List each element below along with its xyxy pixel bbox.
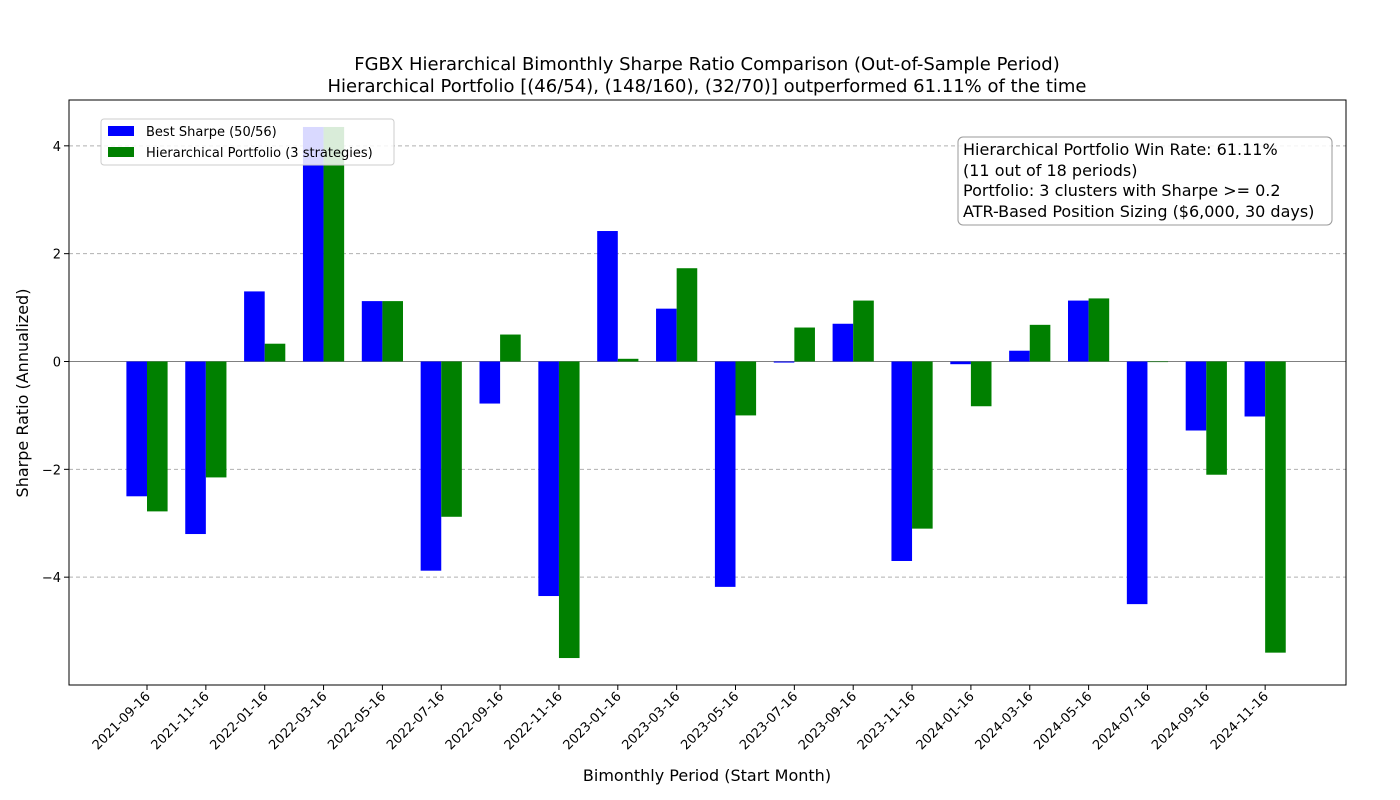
- x-tick-label: 2022-09-16: [443, 689, 507, 753]
- x-tick-label: 2023-11-16: [855, 689, 919, 753]
- bar-hierarchical: [1029, 324, 1051, 362]
- legend-swatch-hierarchical: [108, 147, 134, 157]
- bar-best-sharpe: [714, 361, 736, 587]
- bar-hierarchical: [1206, 361, 1227, 475]
- x-tick-label: 2021-09-16: [90, 689, 154, 753]
- annotation-line-2: (11 out of 18 periods): [963, 161, 1137, 180]
- x-tick-label: 2022-05-16: [325, 689, 389, 753]
- bar-hierarchical: [558, 361, 580, 659]
- x-tick-label: 2023-07-16: [737, 689, 801, 753]
- chart-title: FGBX Hierarchical Bimonthly Sharpe Ratio…: [354, 54, 1059, 75]
- y-axis-ticks: −4 −2 0 2 4: [42, 140, 69, 586]
- legend-label-best-sharpe: Best Sharpe (50/56): [146, 125, 277, 140]
- y-tick-label: −4: [42, 571, 61, 586]
- legend-swatch-best-sharpe: [108, 126, 134, 136]
- bar-best-sharpe: [1244, 361, 1266, 417]
- y-tick-label: 0: [53, 355, 61, 370]
- bar-best-sharpe: [302, 126, 324, 362]
- bar-best-sharpe: [1009, 350, 1030, 362]
- bar-hierarchical: [264, 343, 286, 362]
- bar-best-sharpe: [244, 291, 265, 362]
- bar-hierarchical: [735, 361, 757, 416]
- bars: [126, 126, 1286, 659]
- x-tick-label: 2023-05-16: [678, 689, 742, 753]
- x-tick-label: 2022-07-16: [384, 689, 448, 753]
- x-tick-label: 2021-11-16: [149, 689, 213, 753]
- bar-best-sharpe: [597, 231, 618, 362]
- bar-hierarchical: [500, 334, 521, 362]
- y-axis-label: Sharpe Ratio (Annualized): [13, 289, 32, 498]
- bar-hierarchical: [794, 327, 815, 362]
- bar-hierarchical: [1147, 361, 1169, 363]
- annotation-line-4: ATR-Based Position Sizing ($6,000, 30 da…: [963, 202, 1314, 221]
- x-tick-label: 2024-01-16: [914, 689, 978, 753]
- x-axis-label: Bimonthly Period (Start Month): [583, 766, 831, 785]
- legend-box: [100, 118, 395, 166]
- x-tick-label: 2023-01-16: [561, 689, 625, 753]
- bar-hierarchical: [1265, 361, 1286, 653]
- bar-hierarchical: [970, 361, 992, 407]
- bar-best-sharpe: [1068, 300, 1089, 362]
- bar-best-sharpe: [126, 361, 147, 497]
- bar-hierarchical: [441, 361, 462, 517]
- annotation-line-3: Portfolio: 3 clusters with Sharpe >= 0.2: [963, 181, 1281, 200]
- bar-hierarchical: [617, 358, 639, 362]
- annotation-frame: [957, 136, 1333, 226]
- y-tick-label: 4: [53, 140, 61, 155]
- x-tick-label: 2024-11-16: [1208, 689, 1272, 753]
- x-tick-label: 2024-05-16: [1031, 689, 1095, 753]
- x-tick-label: 2023-03-16: [619, 689, 683, 753]
- annotation-box: Hierarchical Portfolio Win Rate: 61.11% …: [957, 136, 1333, 226]
- bar-best-sharpe: [361, 301, 383, 362]
- legend-label-hierarchical: Hierarchical Portfolio (3 strategies): [146, 146, 373, 161]
- annotation-line-1: Hierarchical Portfolio Win Rate: 61.11%: [963, 140, 1278, 159]
- bar-hierarchical: [382, 301, 403, 362]
- x-tick-label: 2022-03-16: [266, 689, 330, 753]
- bar-best-sharpe: [891, 361, 913, 561]
- bar-best-sharpe: [656, 308, 677, 362]
- bar-best-sharpe: [538, 361, 559, 597]
- plot-area-frame: [68, 99, 1347, 686]
- bar-hierarchical: [853, 300, 874, 362]
- x-tick-label: 2023-09-16: [796, 689, 860, 753]
- bar-hierarchical: [912, 361, 933, 529]
- bar-best-sharpe: [1126, 361, 1148, 605]
- y-tick-label: 2: [53, 248, 61, 263]
- chart-subtitle: Hierarchical Portfolio [(46/54), (148/16…: [327, 76, 1086, 97]
- y-tick-label: −2: [42, 463, 61, 478]
- x-tick-label: 2024-09-16: [1149, 689, 1213, 753]
- bar-best-sharpe: [773, 361, 795, 363]
- bar-hierarchical: [205, 361, 227, 478]
- bar-hierarchical: [676, 268, 698, 362]
- bar-hierarchical: [1088, 298, 1110, 362]
- bar-best-sharpe: [950, 361, 971, 365]
- x-axis-ticks: 2021-09-162021-11-162022-01-162022-03-16…: [90, 685, 1272, 753]
- bar-best-sharpe: [420, 361, 442, 571]
- x-tick-label: 2024-03-16: [973, 689, 1037, 753]
- x-tick-label: 2024-07-16: [1090, 689, 1154, 753]
- x-tick-label: 2022-11-16: [502, 689, 566, 753]
- bar-best-sharpe: [479, 361, 501, 404]
- legend: Best Sharpe (50/56) Hierarchical Portfol…: [100, 118, 395, 166]
- x-tick-label: 2022-01-16: [207, 689, 271, 753]
- bar-best-sharpe: [1185, 361, 1207, 431]
- bar-hierarchical: [147, 361, 168, 512]
- bar-best-sharpe: [832, 323, 854, 362]
- bar-best-sharpe: [185, 361, 206, 535]
- bar-hierarchical: [323, 126, 345, 362]
